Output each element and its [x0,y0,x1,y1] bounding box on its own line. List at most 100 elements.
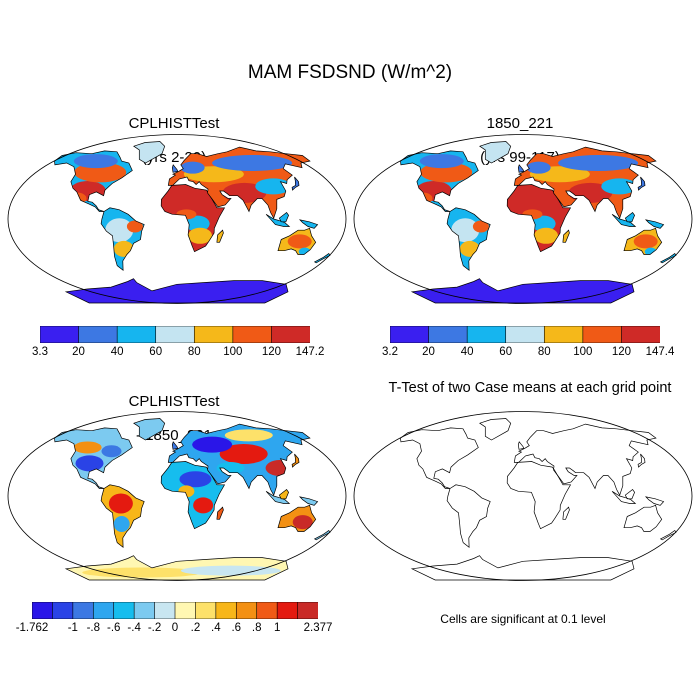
coastline-indonesia [611,214,637,227]
coastline-namerica [54,150,133,212]
land-namerica-fill [54,150,133,212]
field-patch [192,436,233,453]
field-patch [224,429,273,442]
land-australia-fill [278,228,316,255]
coastline-japan [637,176,646,191]
colorbar-swatch [78,326,118,343]
coastline-antarctica [64,278,289,304]
colorbar-label: 1 [273,622,281,634]
coastline-antarctica [410,278,635,304]
colorbar-swatch [215,602,238,619]
colorbar-label: 80 [187,346,201,358]
coastline-nz [659,530,677,541]
land-png-fill [646,219,664,229]
colorbar-swatches [32,602,318,619]
colorbar-swatch [390,326,430,343]
field-patch [219,444,268,464]
colorbar-label: 3.2 [382,346,398,358]
colorbar-swatches [40,326,310,343]
colorbar-label: -1 [67,622,78,634]
field-patch [179,471,212,488]
map-control [352,133,694,305]
field-patch [419,154,464,169]
land-borneo-fill [279,489,289,499]
field-patch [188,227,213,244]
land-borneo-fill [625,212,635,222]
colorbar-label: .8 [251,622,262,634]
field-patch [531,215,556,232]
land-uk-fill [172,441,178,450]
coastline-borneo [624,489,635,500]
coastline-png [644,219,665,229]
coastline-uk [171,164,179,173]
colorbar-label: 3.3 [32,346,48,358]
field-patch [287,234,312,249]
significance-note: Cells are significant at 0.1 level [440,612,606,626]
coastline-uk [517,441,525,450]
coastline-borneo [278,489,289,500]
coastline-indonesia [611,491,637,504]
field-patch [180,161,205,174]
colorbar-swatch [256,602,278,619]
coastline-australia [277,227,317,255]
colorbar-swatch [133,602,156,619]
field-patch [265,460,294,476]
colorbar-label: -.2 [147,622,162,634]
coastline-africa [160,461,226,530]
land-australia-fill [278,505,316,532]
colorbar-label: 80 [537,346,551,358]
map-ttest [352,410,694,582]
colorbar-swatch [271,326,310,343]
colorbar-swatch [174,602,197,619]
coastline-greenland [133,141,166,164]
map-border [353,411,693,581]
colorbar-label: 40 [110,346,124,358]
field-patch [75,455,104,472]
land-antarctica-fill [412,278,634,303]
colorbar-swatch [276,602,299,619]
colorbar-swatches [390,326,660,343]
colorbar-swatch [235,602,258,619]
map-border [7,411,347,581]
colorbar-label: 100 [573,346,593,358]
colorbar-swatch [154,602,176,619]
land-eurasia-fill [168,424,310,496]
colorbar-label: .6 [231,622,242,634]
land-greenland-fill [133,141,165,163]
field-patch [73,154,118,169]
land-greenland-fill [133,418,165,440]
field-patch [526,161,551,174]
figure-title: MAM FSDSND (W/m^2) [247,62,453,83]
field-patch [113,516,130,532]
land-uk-fill [518,164,524,173]
field-patch [82,567,203,578]
coastline-madagascar [562,506,570,520]
colorbar-label: 20 [72,346,85,358]
land-africa-fill [161,184,225,252]
colorbar-swatch [72,602,95,619]
field-patch [126,220,143,233]
coastline-png [298,219,319,229]
field-patch [101,445,122,458]
land-namerica-fill [400,150,479,212]
colorbar-diff: -1.762 -1 -.8 -.6 -.4 -.2 0 .2 .4 .6 .8 1 2.377 [16,602,332,636]
colorbar-label: 147.4 [645,346,675,358]
map-diff [6,410,348,582]
land-africa-fill [507,184,571,252]
field-patch [534,227,559,244]
field-patch [66,192,87,205]
field-patch [558,155,639,171]
colorbar-swatch [193,326,234,343]
coastline-eurasia [513,146,657,219]
land-madagascar-fill [216,230,224,243]
colorbar-label: 120 [611,346,632,358]
coastline-australia [277,504,317,532]
land-eurasia-fill [514,147,656,219]
coastline-africa [506,461,572,530]
coastline-greenland [479,418,512,441]
field-patch [180,565,281,576]
colorbar-swatch [116,326,157,343]
land-antarctica-fill [66,555,288,580]
coastline-greenland [133,418,166,441]
coastline-madagascar [216,506,224,520]
